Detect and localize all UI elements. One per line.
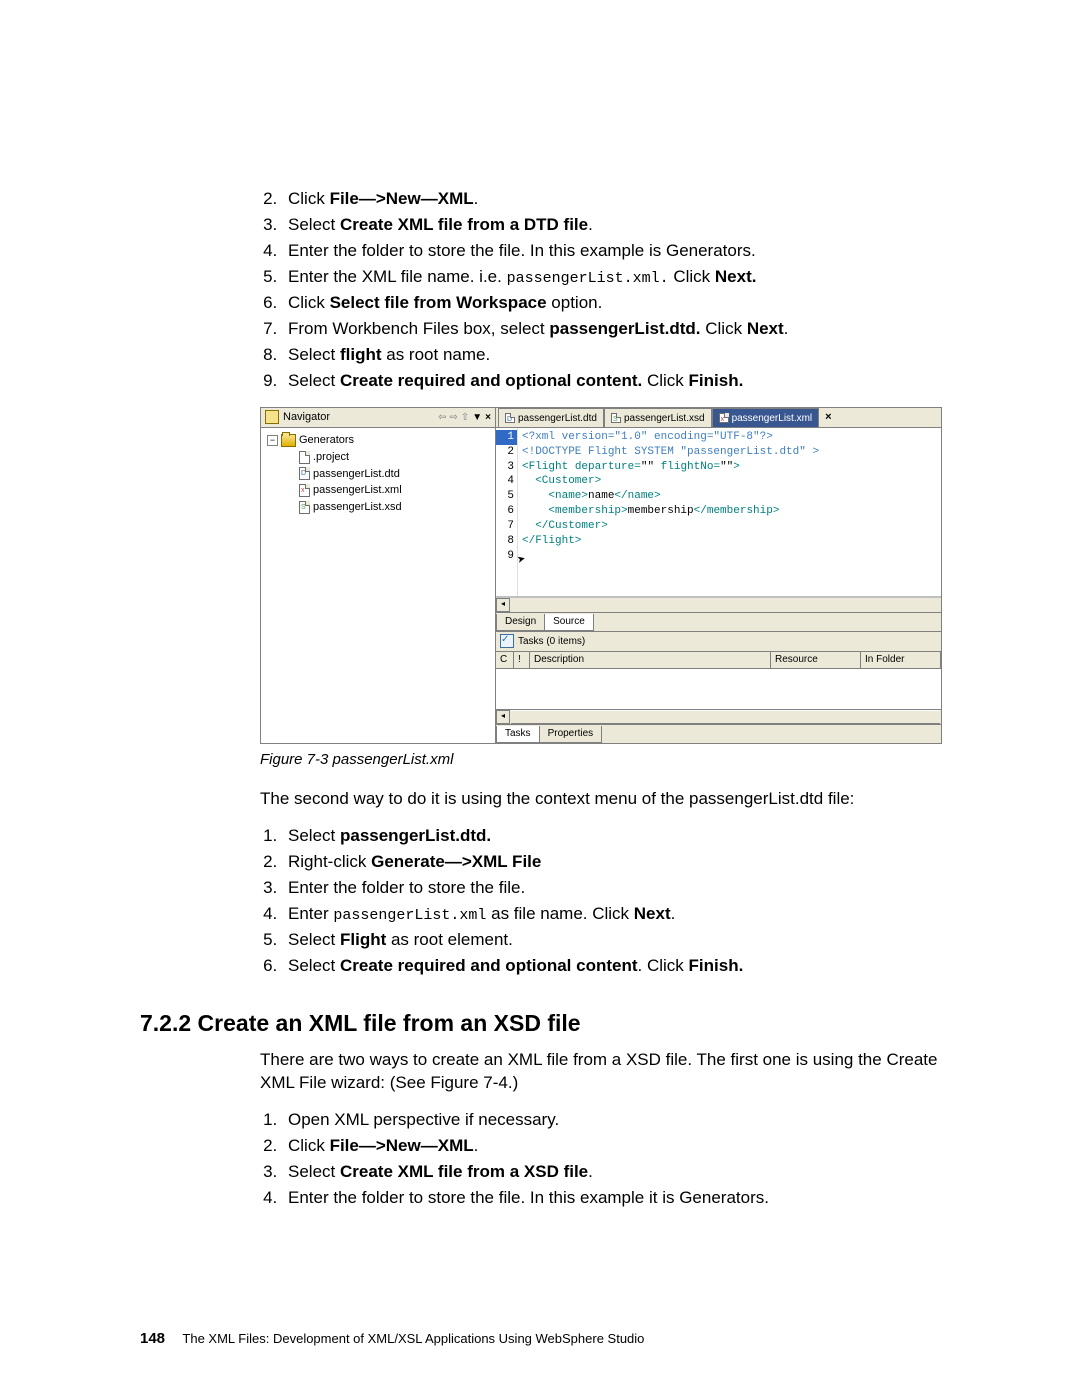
- page-footer: 148 The XML Files: Development of XML/XS…: [140, 1329, 644, 1349]
- tasks-view-title: Tasks (0 items): [496, 631, 941, 651]
- tree-file-item[interactable]: passengerList.dtd: [299, 466, 491, 483]
- tree-root-label[interactable]: Generators: [299, 433, 354, 448]
- file-icon: [505, 413, 515, 423]
- nav-close-icon[interactable]: ×: [485, 411, 491, 425]
- steps-list-a: Click File—>New—XML. Select Create XML fi…: [260, 188, 950, 393]
- view-tab[interactable]: Properties: [539, 726, 603, 743]
- file-icon: [611, 413, 621, 423]
- file-icon: [299, 484, 310, 497]
- figure-caption: Figure 7-3 passengerList.xml: [260, 750, 950, 770]
- steps-list-c: Open XML perspective if necessary. Click …: [260, 1109, 950, 1210]
- nav-back-icon[interactable]: ⇦: [438, 411, 446, 425]
- step-item: Enter the folder to store the file. In t…: [282, 240, 950, 263]
- editor-hscrollbar[interactable]: ◂: [496, 597, 941, 612]
- step-item: Click File—>New—XML.: [282, 188, 950, 211]
- step-item: From Workbench Files box, select passeng…: [282, 318, 950, 341]
- navigator-icon: [265, 410, 279, 424]
- editor-tab[interactable]: passengerList.xml: [712, 408, 820, 427]
- navigator-title: Navigator: [283, 410, 330, 425]
- view-tab[interactable]: Tasks: [496, 726, 540, 743]
- tasks-body: [496, 669, 941, 710]
- figure-screenshot: Navigator ⇦ ⇨ ⇧ ▼ × passengerList.dtdpas…: [260, 407, 950, 744]
- file-icon: [299, 467, 310, 480]
- step-item: Enter the XML file name. i.e. passengerL…: [282, 266, 950, 289]
- step-item: Select flight as root name.: [282, 344, 950, 367]
- tree-file-item[interactable]: passengerList.xsd: [299, 499, 491, 516]
- tasks-hscrollbar[interactable]: ◂: [496, 710, 941, 724]
- nav-menu-icon[interactable]: ▼: [472, 411, 482, 425]
- step-item: Right-click Generate—>XML File: [282, 851, 950, 874]
- tab-close-icon[interactable]: ×: [825, 410, 831, 425]
- editor-mode-tab[interactable]: Source: [544, 614, 594, 631]
- tasks-columns: C!DescriptionResourceIn Folder: [496, 651, 941, 669]
- step-item: Select Create XML file from a DTD file.: [282, 214, 950, 237]
- step-item: Enter the folder to store the file.: [282, 877, 950, 900]
- paragraph: The second way to do it is using the con…: [260, 788, 950, 811]
- nav-up-icon[interactable]: ⇧: [461, 411, 469, 425]
- tasks-column-header[interactable]: Description: [530, 652, 771, 668]
- editor-tabs: passengerList.dtdpassengerList.xsdpassen…: [496, 408, 941, 427]
- step-item: Select Create XML file from a XSD file.: [282, 1161, 950, 1184]
- code-editor[interactable]: 123456789 <?xml version="1.0" encoding="…: [496, 428, 941, 597]
- step-item: Enter passengerList.xml as file name. Cl…: [282, 903, 950, 926]
- tree-file-item[interactable]: .project: [299, 449, 491, 466]
- editor-tab[interactable]: passengerList.xsd: [604, 408, 712, 427]
- step-item: Select passengerList.dtd.: [282, 825, 950, 848]
- file-icon: [299, 501, 310, 514]
- tasks-column-header[interactable]: C: [496, 652, 514, 668]
- step-item: Open XML perspective if necessary.: [282, 1109, 950, 1132]
- step-item: Select Create required and optional cont…: [282, 955, 950, 978]
- editor-tab[interactable]: passengerList.dtd: [498, 408, 604, 427]
- paragraph: There are two ways to create an XML file…: [260, 1049, 950, 1095]
- nav-fwd-icon[interactable]: ⇨: [449, 411, 457, 425]
- tree-file-item[interactable]: passengerList.xml: [299, 482, 491, 499]
- view-bottom-tabs: TasksProperties: [496, 724, 941, 743]
- section-heading: 7.2.2 Create an XML file from an XSD fil…: [140, 1008, 950, 1039]
- tasks-column-header[interactable]: !: [514, 652, 530, 668]
- tasks-column-header[interactable]: In Folder: [861, 652, 941, 668]
- editor-bottom-tabs: DesignSource: [496, 612, 941, 631]
- step-item: Enter the folder to store the file. In t…: [282, 1187, 950, 1210]
- steps-list-b: Select passengerList.dtd. Right-click Gen…: [260, 825, 950, 978]
- file-icon: [299, 451, 310, 464]
- navigator-toolbar[interactable]: ⇦ ⇨ ⇧ ▼ ×: [438, 411, 491, 425]
- tree-collapse-icon[interactable]: −: [267, 435, 278, 446]
- step-item: Click Select file from Workspace option.: [282, 292, 950, 315]
- step-item: Select Create required and optional cont…: [282, 370, 950, 393]
- editor-mode-tab[interactable]: Design: [496, 614, 545, 631]
- file-icon: [719, 413, 729, 423]
- step-item: Click File—>New—XML.: [282, 1135, 950, 1158]
- tasks-column-header[interactable]: Resource: [771, 652, 861, 668]
- navigator-view: − Generators .projectpassengerList.dtdpa…: [261, 428, 496, 743]
- step-item: Select Flight as root element.: [282, 929, 950, 952]
- tasks-icon: [500, 634, 514, 648]
- folder-icon: [281, 434, 296, 447]
